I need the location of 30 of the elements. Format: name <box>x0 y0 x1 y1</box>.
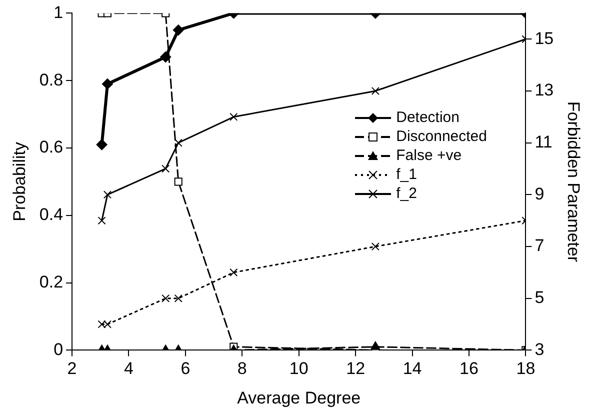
y-axis-title: Probability <box>10 142 29 222</box>
y2-tick-label: 13 <box>534 80 554 100</box>
legend-label: f_1 <box>396 165 417 184</box>
y2-tick-label: 3 <box>534 340 544 359</box>
y2-axis-title: Forbidden Parameter <box>564 101 584 262</box>
x-tick-label: 18 <box>516 359 536 378</box>
x-tick-label: 4 <box>124 359 134 378</box>
y-tick-label: 0.4 <box>39 205 64 224</box>
x-axis-title: Average Degree <box>237 388 361 408</box>
x-tick-label: 12 <box>346 359 366 378</box>
y2-tick-label: 7 <box>534 236 544 256</box>
x-tick-label: 2 <box>67 359 77 378</box>
x-tick-label: 16 <box>460 359 478 378</box>
y-tick-label: 1 <box>54 2 64 22</box>
y-tick-label: 0.8 <box>39 70 64 90</box>
y2-tick-label: 5 <box>534 288 544 308</box>
x-tick-label: 6 <box>180 359 190 378</box>
legend-label: Disconnected <box>396 127 487 146</box>
y-tick-label: 0.2 <box>39 272 64 292</box>
legend-label: False +ve <box>396 146 462 165</box>
y2-tick-label: 15 <box>534 28 554 48</box>
y2-tick-label: 11 <box>534 132 552 152</box>
x-tick-label: 10 <box>289 359 308 378</box>
y-tick-label: 0 <box>54 340 64 359</box>
x-tick-label: 8 <box>237 359 247 378</box>
y-tick-label: 0.6 <box>39 138 64 157</box>
legend-label: f_2 <box>396 184 417 203</box>
legend-label: Detection <box>396 108 460 127</box>
x-tick-label: 14 <box>402 359 422 378</box>
y2-tick-label: 9 <box>534 184 544 204</box>
